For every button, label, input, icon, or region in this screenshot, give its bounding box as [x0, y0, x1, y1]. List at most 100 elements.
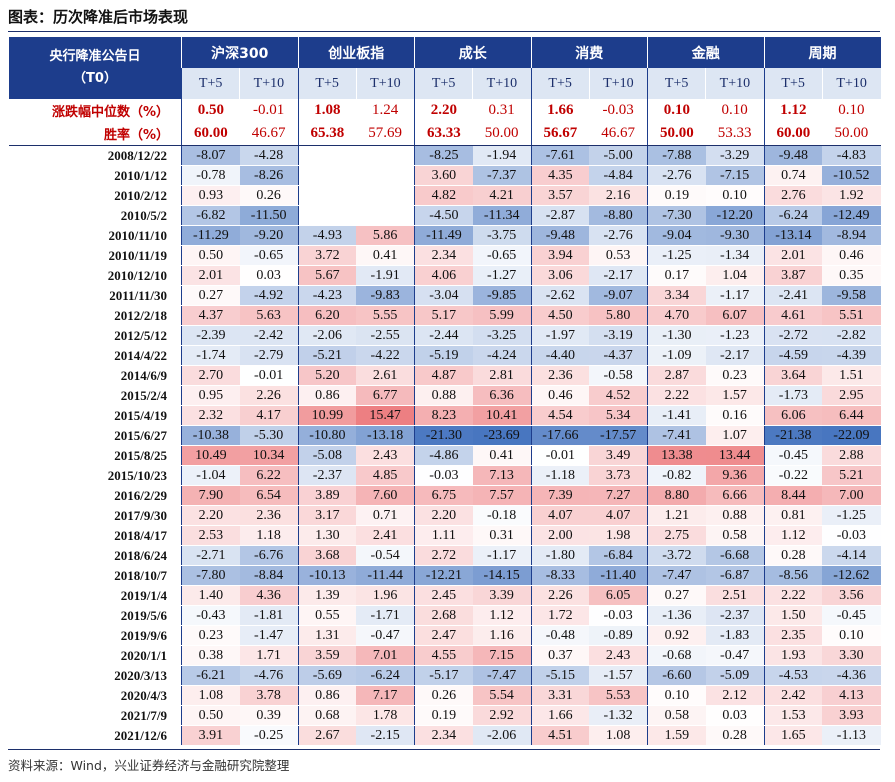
- value-cell: 0.26: [414, 685, 473, 706]
- subheader: T+5: [530, 68, 590, 99]
- value-cell: 4.06: [414, 265, 473, 286]
- value-cell: -10.52: [822, 165, 881, 186]
- data-row: 2018/4/17 2.53 1.18 1.30 2.41 1.11 0.31 2.00 1.9…: [8, 525, 881, 546]
- value-cell: -0.54: [356, 545, 415, 566]
- summary-value: 53.33: [705, 122, 765, 146]
- value-cell: -4.39: [822, 345, 881, 366]
- summary-value: 0.10: [647, 99, 706, 122]
- value-cell: -0.22: [763, 465, 823, 486]
- value-cell: 1.39: [297, 585, 357, 606]
- date-cell: 2018/4/17: [8, 525, 182, 546]
- value-cell: -6.24: [356, 665, 415, 686]
- date-cell: 2017/9/30: [8, 505, 182, 526]
- subheader: T+10: [588, 68, 648, 99]
- summary-value: -0.03: [602, 102, 634, 118]
- value-cell: -6.21: [180, 665, 240, 686]
- value-cell: 0.19: [647, 185, 706, 206]
- subheader: T+5: [297, 68, 357, 99]
- value-cell: [297, 165, 357, 186]
- data-row: 2020/3/13 -6.21 -4.76 -5.69 -6.24 -5.17 -7.47-…: [8, 665, 881, 686]
- value-cell: 6.06: [763, 405, 823, 426]
- value-cell: -4.84: [589, 165, 648, 186]
- value-cell: 0.71: [356, 505, 415, 526]
- value-cell: -0.43: [180, 605, 240, 626]
- value-cell: -1.09: [647, 345, 706, 366]
- value-cell: -7.61: [530, 145, 590, 166]
- value-cell: 5.54: [472, 685, 532, 706]
- value-cell: 6.66: [705, 485, 765, 506]
- value-cell: -1.30: [647, 325, 706, 346]
- subheader: T+10: [355, 68, 415, 99]
- value-cell: 7.01: [356, 645, 415, 666]
- value-cell: 2.20: [414, 505, 473, 526]
- value-cell: 5.86: [356, 225, 415, 246]
- value-cell: 1.31: [297, 625, 357, 646]
- value-cell: 2.01: [180, 265, 240, 286]
- value-cell: 0.93: [180, 185, 240, 206]
- rule: [8, 31, 880, 32]
- value-cell: 7.90: [180, 485, 240, 506]
- corner-label: （T0）: [73, 71, 117, 86]
- value-cell: -7.41: [647, 425, 706, 446]
- value-cell: 0.27: [647, 585, 706, 606]
- value-cell: 6.20: [297, 305, 357, 326]
- value-cell: 0.23: [705, 365, 765, 386]
- value-cell: 0.37: [530, 645, 590, 666]
- value-cell: -1.17: [472, 545, 532, 566]
- value-cell: 0.68: [297, 705, 357, 726]
- value-cell: -12.62: [822, 565, 881, 586]
- value-cell: -4.14: [822, 545, 881, 566]
- data-row: 2010/11/19 0.50 -0.65 3.72 0.41 2.34 -0.65 3.94…: [8, 245, 881, 266]
- summary-value: 46.67: [589, 122, 648, 146]
- group-header: 成长: [414, 37, 532, 68]
- value-cell: 1.71: [239, 645, 299, 666]
- data-row: 2015/4/19 2.32 4.17 10.99 15.47 8.23 10.41 4.54…: [8, 405, 881, 426]
- value-cell: 2.36: [530, 365, 590, 386]
- value-cell: 1.07: [705, 425, 765, 446]
- value-cell: -2.55: [356, 325, 415, 346]
- group-header: 沪深300: [181, 37, 299, 68]
- value-cell: 0.03: [239, 265, 299, 286]
- value-cell: -5.00: [589, 145, 648, 166]
- subheader: T+10: [239, 68, 299, 99]
- corner-label: 央行降准公告日: [49, 49, 141, 64]
- value-cell: [356, 205, 415, 226]
- value-cell: 2.26: [530, 585, 590, 606]
- value-cell: -5.21: [297, 345, 357, 366]
- value-cell: -7.15: [705, 165, 765, 186]
- value-cell: -1.18: [530, 465, 590, 486]
- value-cell: -7.47: [472, 665, 532, 686]
- value-cell: 5.17: [414, 305, 473, 326]
- value-cell: -22.09: [822, 425, 881, 446]
- value-cell: -7.30: [647, 205, 706, 226]
- value-cell: -1.57: [589, 665, 648, 686]
- value-cell: 2.42: [763, 685, 823, 706]
- date-cell: 2014/4/22: [8, 345, 182, 366]
- value-cell: 5.63: [239, 305, 299, 326]
- value-cell: 1.59: [647, 725, 706, 746]
- value-cell: 7.00: [822, 485, 881, 506]
- value-cell: 4.35: [530, 165, 590, 186]
- value-cell: 3.89: [297, 485, 357, 506]
- value-cell: -6.76: [239, 545, 299, 566]
- date-cell: 2014/6/9: [8, 365, 182, 386]
- summary-value: 1.08: [297, 99, 357, 122]
- value-cell: 15.47: [356, 405, 415, 426]
- value-cell: 0.88: [414, 385, 473, 406]
- value-cell: 2.95: [822, 385, 881, 406]
- value-cell: 1.12: [472, 605, 532, 626]
- value-cell: 0.58: [647, 705, 706, 726]
- value-cell: [356, 145, 415, 166]
- date-cell: 2019/5/6: [8, 605, 182, 626]
- value-cell: 0.28: [705, 725, 765, 746]
- value-cell: 4.61: [763, 305, 823, 326]
- value-cell: -21.30: [414, 425, 473, 446]
- value-cell: 6.05: [589, 585, 648, 606]
- value-cell: 0.03: [705, 705, 765, 726]
- value-cell: -4.76: [239, 665, 299, 686]
- date-cell: 2016/2/29: [8, 485, 182, 506]
- value-cell: 2.75: [647, 525, 706, 546]
- value-cell: 0.95: [180, 385, 240, 406]
- value-cell: 0.41: [472, 445, 532, 466]
- summary-value: -0.01: [253, 102, 285, 118]
